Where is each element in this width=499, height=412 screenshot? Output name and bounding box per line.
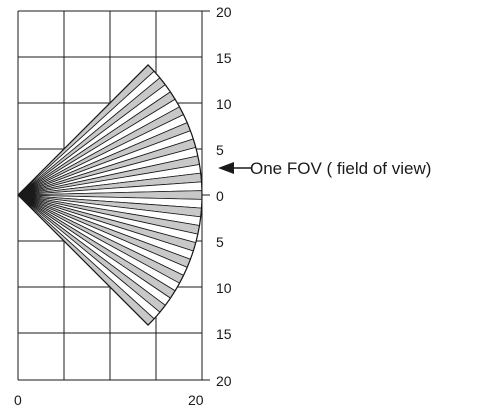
- right-axis-label: 10: [216, 96, 232, 112]
- right-axis-label: 5: [216, 234, 224, 250]
- callout-arrow-head: [218, 162, 234, 174]
- detection-fan: [18, 65, 202, 325]
- right-axis-label: 10: [216, 280, 232, 296]
- right-axis-label: 5: [216, 142, 224, 158]
- fov-callout-label: One FOV ( field of view): [250, 159, 431, 178]
- right-axis-label: 0: [216, 188, 224, 204]
- fov-callout: One FOV ( field of view): [218, 159, 431, 178]
- right-axis-label: 20: [216, 373, 232, 389]
- bottom-axis-label-range: 20: [188, 392, 204, 408]
- right-axis-label: 20: [216, 4, 232, 20]
- right-axis-label: 15: [216, 50, 232, 66]
- right-axis-label: 15: [216, 326, 232, 342]
- bottom-axis-label-origin: 0: [14, 392, 22, 408]
